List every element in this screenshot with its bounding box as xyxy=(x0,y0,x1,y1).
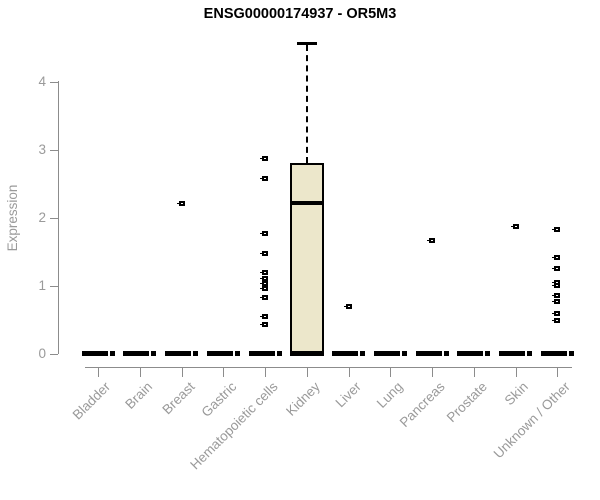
boxplot-zero-bar xyxy=(499,351,533,356)
boxplot-zero-bar-cap xyxy=(485,351,491,356)
boxplot-zero-bar-cap xyxy=(151,351,157,356)
outlier-point xyxy=(260,295,269,301)
outlier-point xyxy=(510,224,519,230)
boxplot-zero-bar-segment xyxy=(499,351,526,356)
x-axis-tick xyxy=(557,367,559,377)
outlier-point xyxy=(552,310,561,316)
x-axis-tick xyxy=(432,367,434,377)
boxplot-zero-bar-cap xyxy=(527,351,533,356)
x-axis-category-label: Liver xyxy=(332,379,365,411)
boxplot-zero-bar-segment xyxy=(123,351,150,356)
boxplot-zero-bar-segment xyxy=(81,351,108,356)
boxplot-zero-bar-cap xyxy=(234,351,240,356)
boxplot-zero-bar-segment xyxy=(248,351,275,356)
y-axis-tick-label: 2 xyxy=(38,209,46,225)
boxplot-zero-bar-segment xyxy=(332,351,359,356)
outlier-point xyxy=(427,238,436,244)
y-axis-tick xyxy=(50,149,58,151)
boxplot-whisker xyxy=(305,45,308,164)
boxplot-zero-bar-cap xyxy=(360,351,366,356)
boxplot-zero-bar-cap xyxy=(568,351,574,356)
x-axis-tick xyxy=(181,367,183,377)
outlier-point xyxy=(552,280,561,286)
outlier-point xyxy=(552,266,561,272)
outlier-point xyxy=(552,292,561,298)
outlier-point xyxy=(552,298,561,304)
outlier-point xyxy=(260,276,269,282)
x-axis-category-label: Prostate xyxy=(443,379,490,426)
y-axis-tick xyxy=(50,285,58,287)
x-axis-tick xyxy=(348,367,350,377)
outlier-point xyxy=(260,314,269,320)
x-axis-tick xyxy=(390,367,392,377)
boxplot-zero-bar xyxy=(248,351,282,356)
boxplot-zero-bar xyxy=(206,351,240,356)
boxplot-zero-bar xyxy=(81,351,115,356)
boxplot-zero-bar xyxy=(123,351,157,356)
x-axis-tick xyxy=(223,367,225,377)
x-axis-category-label: Bladder xyxy=(70,379,114,423)
boxplot-zero-bar-cap xyxy=(443,351,449,356)
outlier-point xyxy=(260,251,269,257)
y-axis-tick xyxy=(50,81,58,83)
x-axis-category-label: Unknown / Other xyxy=(490,379,574,462)
y-axis-tick xyxy=(50,353,58,355)
boxplot-zero-bar-segment xyxy=(415,351,442,356)
boxplot-zero-bar xyxy=(415,351,449,356)
boxplot-zero-bar-cap xyxy=(276,351,282,356)
x-axis-tick xyxy=(265,367,267,377)
x-axis-line xyxy=(85,367,572,368)
boxplot-zero-bar xyxy=(165,351,199,356)
boxplot-zero-bar-cap xyxy=(193,351,199,356)
boxplot-zero-bar-segment xyxy=(457,351,484,356)
x-axis-category-label: Lung xyxy=(374,379,406,411)
y-axis-tick-label: 1 xyxy=(38,277,46,293)
outlier-point xyxy=(260,156,269,162)
boxplot-zero-bar xyxy=(373,351,407,356)
boxplot-zero-bar xyxy=(332,351,366,356)
boxplot-zero-bar-segment xyxy=(165,351,192,356)
chart-title: ENSG00000174937 - OR5M3 xyxy=(203,6,397,22)
outlier-point xyxy=(260,231,269,237)
x-axis-category-label: Breast xyxy=(158,379,198,418)
boxplot-zero-bar xyxy=(540,351,574,356)
y-axis-tick-label: 4 xyxy=(38,73,46,89)
x-axis-category-label: Brain xyxy=(122,379,156,412)
x-axis-tick xyxy=(515,367,517,377)
x-axis-tick xyxy=(473,367,475,377)
boxplot-box xyxy=(289,163,324,357)
outlier-point xyxy=(260,321,269,327)
outlier-point xyxy=(552,283,561,289)
boxplot-zero-bar-segment xyxy=(206,351,233,356)
boxplot-zero-bar-segment xyxy=(373,351,400,356)
outlier-point xyxy=(260,270,269,276)
outlier-point xyxy=(552,255,561,261)
y-axis-tick xyxy=(50,217,58,219)
y-axis-title: Expression xyxy=(5,184,20,252)
outlier-point xyxy=(552,318,561,324)
x-axis-category-label: Skin xyxy=(502,379,532,409)
x-axis-tick xyxy=(139,367,141,377)
x-axis-tick xyxy=(306,367,308,377)
x-axis-category-label: Kidney xyxy=(282,379,323,419)
outlier-point xyxy=(260,281,269,287)
boxplot-zero-bar-cap xyxy=(109,351,115,356)
x-axis-category-label: Gastric xyxy=(198,379,239,420)
outlier-point xyxy=(260,285,269,291)
boxplot-zero-bar-cap xyxy=(401,351,407,356)
outlier-point xyxy=(552,226,561,232)
boxplot-zero-bar xyxy=(457,351,491,356)
outlier-point xyxy=(343,304,352,310)
x-axis-category-label: Pancreas xyxy=(396,379,448,430)
y-axis-line xyxy=(58,80,59,355)
boxplot-zero-bar-segment xyxy=(540,351,567,356)
outlier-point xyxy=(176,200,185,206)
x-axis-tick xyxy=(98,367,99,377)
y-axis-tick-label: 3 xyxy=(38,141,46,157)
boxplot-whisker-cap xyxy=(296,42,317,46)
y-axis-tick-label: 0 xyxy=(38,345,46,361)
outlier-point xyxy=(260,176,269,182)
boxplot-median xyxy=(289,200,324,205)
